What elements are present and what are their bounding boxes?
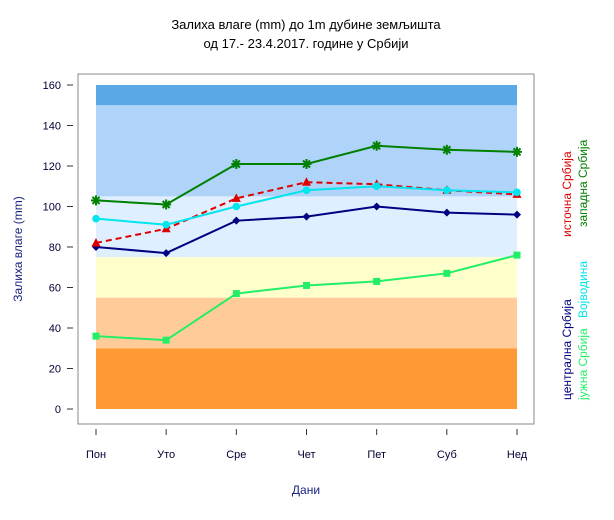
moisture-band-3 (96, 196, 517, 258)
y-tick-label: 140 (43, 121, 61, 133)
legend-item-east: источна Србија (560, 151, 574, 237)
moisture-bands (96, 85, 517, 409)
y-tick-label: 0 (55, 404, 61, 416)
x-tick-label: Уто (157, 449, 175, 461)
y-tick-label: 40 (49, 323, 61, 335)
data-point-central (372, 202, 381, 211)
moisture-band-0 (96, 348, 517, 409)
data-point-vojvodina (443, 186, 451, 195)
data-point-west (161, 199, 172, 210)
axes: 0 20 40 60 80 100 120 140 160 Пон Уто Сре Чет Пет Суб Н… (43, 73, 535, 461)
chart-subtitle: од 17.- 23.4.2017. године у Србији (203, 36, 408, 51)
data-point-central (302, 212, 311, 221)
data-point-south (513, 251, 521, 259)
data-point-west (301, 158, 312, 169)
x-tick-label: Чет (297, 449, 315, 461)
x-tick-label: Пет (367, 449, 386, 461)
data-point-west (91, 195, 101, 206)
x-axis-label: Дани (292, 483, 320, 497)
data-point-central (162, 249, 171, 258)
x-tick-label: Нед (507, 449, 528, 461)
chart-title: Залиха влаге (mm) до 1m дубине земљишта (171, 17, 441, 32)
data-point-east (231, 193, 241, 202)
data-point-central (442, 208, 451, 217)
y-tick-label: 80 (49, 242, 61, 254)
moisture-band-5 (96, 85, 517, 106)
y-axis-label: Залиха влаге (mm) (11, 196, 25, 301)
moisture-band-2 (96, 257, 517, 298)
data-point-vojvodina (302, 186, 311, 195)
data-point-vojvodina (232, 202, 241, 211)
y-tick-label: 20 (49, 364, 61, 376)
legend-item-vojvodina: Војводина (576, 261, 590, 318)
data-point-south (373, 277, 381, 285)
x-tick-label: Сре (226, 449, 246, 461)
data-point-vojvodina (372, 182, 381, 191)
data-point-west (512, 146, 522, 157)
series-group (91, 140, 522, 344)
data-point-west (371, 140, 382, 151)
data-point-east (302, 177, 311, 186)
legend-item-west: западна Србија (576, 139, 590, 227)
data-point-east (91, 237, 101, 247)
data-point-central (513, 210, 521, 219)
data-point-south (232, 290, 240, 298)
legend: централна Србија источна Србија Војводин… (560, 139, 590, 401)
x-tick-label: Пон (86, 449, 106, 461)
data-point-south (443, 269, 451, 277)
y-tick-label: 100 (43, 202, 61, 214)
data-point-south (92, 332, 100, 340)
plot-frame (77, 73, 535, 425)
y-tick-label: 60 (49, 283, 61, 295)
data-point-vojvodina (162, 220, 170, 229)
data-point-vojvodina (513, 188, 521, 197)
y-tick-label: 120 (43, 161, 61, 173)
legend-item-south: јужна Србија (576, 328, 590, 401)
x-tick-label: Суб (437, 449, 457, 461)
y-tick-label: 160 (43, 80, 61, 92)
data-point-central (232, 216, 241, 225)
data-point-vojvodina (92, 214, 100, 223)
legend-item-central: централна Србија (560, 299, 574, 400)
data-point-west (231, 158, 242, 169)
data-point-west (441, 144, 452, 155)
data-point-south (162, 336, 170, 344)
data-point-south (303, 281, 310, 289)
